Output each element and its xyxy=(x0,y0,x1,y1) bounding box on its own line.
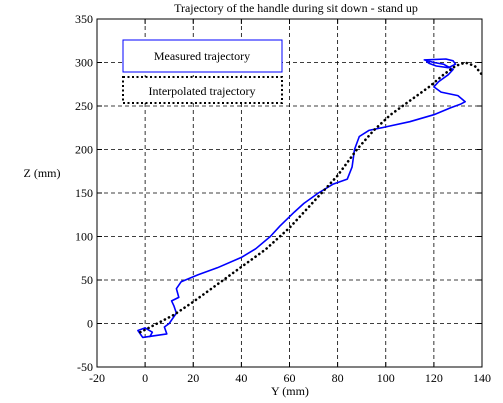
y-tick-label: 50 xyxy=(81,273,93,287)
x-tick-label: 60 xyxy=(284,371,296,385)
x-tick-label: -20 xyxy=(89,371,105,385)
y-axis-label: Z (mm) xyxy=(24,166,61,180)
x-tick-label: 140 xyxy=(473,371,491,385)
chart-title: Trajectory of the handle during sit down… xyxy=(174,1,418,15)
series-layer xyxy=(137,58,484,339)
x-tick-label: 20 xyxy=(187,371,199,385)
y-tick-label: 0 xyxy=(87,317,93,331)
legend: Measured trajectory Interpolated traject… xyxy=(122,39,283,104)
y-tick-label: -50 xyxy=(77,360,93,374)
legend-box-measured xyxy=(122,39,283,73)
y-tick-label: 300 xyxy=(75,56,93,70)
y-tick-label: 350 xyxy=(75,12,93,26)
y-tick-label: 250 xyxy=(75,99,93,113)
x-tick-label: 40 xyxy=(235,371,247,385)
x-tick-label: 80 xyxy=(332,371,344,385)
y-tick-label: 100 xyxy=(75,230,93,244)
x-tick-label: 120 xyxy=(425,371,443,385)
axis-ticks: -20 0 20 40 60 80 100 120 140 -50 0 50 100 150 200 250 3… xyxy=(75,12,491,385)
x-tick-label: 0 xyxy=(142,371,148,385)
x-tick-label: 100 xyxy=(377,371,395,385)
x-axis-label: Y (mm) xyxy=(271,384,309,398)
legend-label-interpolated: Interpolated trajectory xyxy=(149,84,256,98)
legend-label-measured: Measured trajectory xyxy=(154,49,250,63)
y-tick-label: 200 xyxy=(75,143,93,157)
legend-box-interpolated xyxy=(122,76,283,104)
y-tick-label: 150 xyxy=(75,186,93,200)
series-line-interpolated xyxy=(139,61,484,334)
series-line-measured xyxy=(137,58,467,339)
